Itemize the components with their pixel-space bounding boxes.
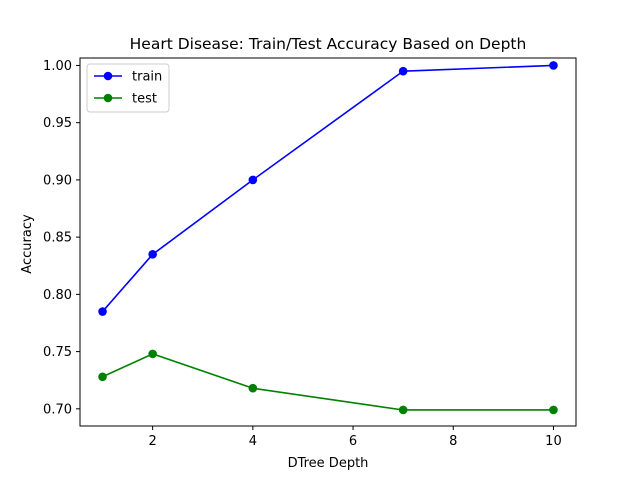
legend-label-test: test bbox=[132, 92, 157, 107]
data-point-train-4 bbox=[549, 61, 558, 70]
data-point-test-4 bbox=[549, 405, 558, 415]
data-point-train-3 bbox=[398, 66, 408, 76]
chart-title: Heart Disease: Train/Test Accuracy Based… bbox=[130, 35, 527, 53]
y-tick-label-0: 0.70 bbox=[43, 402, 72, 417]
y-tick-label-1: 0.75 bbox=[43, 345, 72, 360]
x-tick-label-4: 10 bbox=[545, 434, 562, 449]
y-tick-label-5: 0.95 bbox=[43, 116, 72, 131]
data-point-test-2 bbox=[248, 383, 258, 393]
data-point-test-0 bbox=[98, 372, 107, 382]
y-tick-label-6: 1.00 bbox=[43, 59, 72, 74]
y-tick-label-3: 0.85 bbox=[43, 231, 72, 246]
y-axis-label: Accuracy bbox=[20, 214, 35, 274]
x-tick-label-1: 4 bbox=[249, 434, 257, 449]
legend-label-train: train bbox=[132, 70, 162, 85]
axes-frame bbox=[79, 57, 577, 427]
data-point-test-3 bbox=[398, 405, 408, 415]
legend-marker-test bbox=[103, 93, 113, 103]
legend-marker-train bbox=[103, 71, 113, 81]
data-point-train-2 bbox=[248, 175, 258, 185]
data-point-train-1 bbox=[148, 250, 157, 259]
plot-area: 2 4 6 8 10 0.70 0.75 0.80 0.85 0.90 0.95 1.00 train t… bbox=[43, 57, 577, 449]
x-tick-label-2: 6 bbox=[349, 434, 357, 449]
x-axis-label: DTree Depth bbox=[288, 456, 369, 471]
x-tick-label-0: 2 bbox=[149, 434, 157, 449]
y-tick-label-4: 0.90 bbox=[43, 173, 72, 188]
x-tick-label-3: 8 bbox=[449, 434, 457, 449]
y-tick-label-2: 0.80 bbox=[43, 288, 72, 303]
data-point-train-0 bbox=[98, 307, 107, 316]
data-point-test-1 bbox=[148, 349, 157, 359]
